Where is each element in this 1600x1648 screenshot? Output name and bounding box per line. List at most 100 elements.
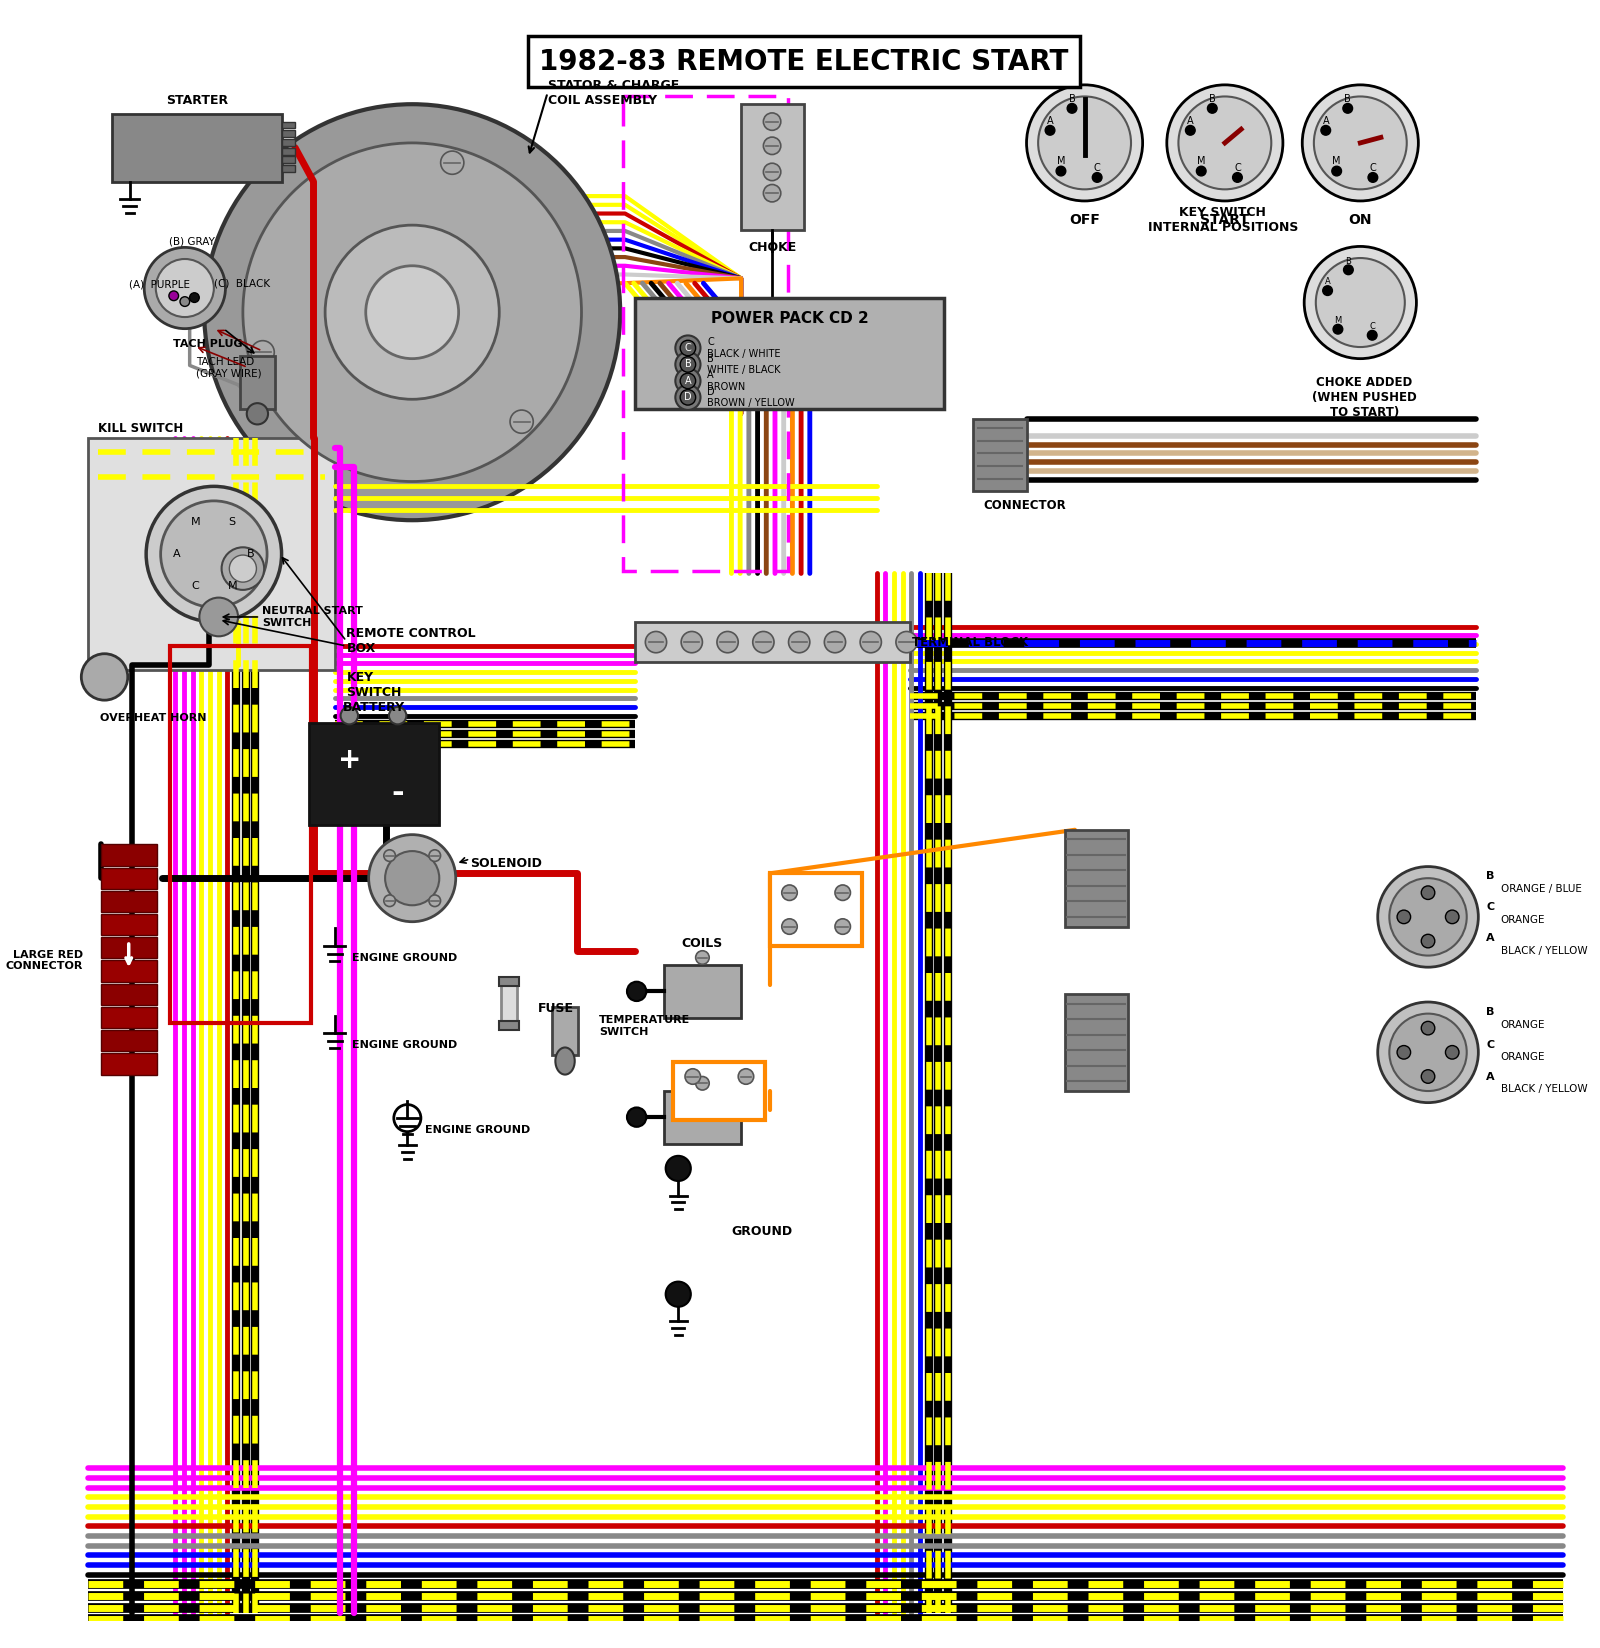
Circle shape <box>1027 84 1142 201</box>
Bar <box>528 36 1080 87</box>
Text: BLACK / YELLOW: BLACK / YELLOW <box>1501 1084 1587 1094</box>
Circle shape <box>1067 104 1077 114</box>
Circle shape <box>696 1076 709 1089</box>
Text: STARTER: STARTER <box>166 94 227 107</box>
Circle shape <box>627 1107 646 1127</box>
Text: (C)  BLACK: (C) BLACK <box>214 279 270 288</box>
Text: ORANGE / BLUE: ORANGE / BLUE <box>1501 883 1581 893</box>
Circle shape <box>682 631 702 653</box>
Text: (B) GRAY: (B) GRAY <box>170 237 216 247</box>
Circle shape <box>680 339 696 356</box>
Text: (A)  PURPLE: (A) PURPLE <box>128 279 190 288</box>
Text: SOLENOID: SOLENOID <box>470 857 542 870</box>
Circle shape <box>429 895 440 906</box>
Text: S: S <box>229 517 235 527</box>
Circle shape <box>144 247 226 328</box>
Text: FUSE: FUSE <box>538 1002 574 1015</box>
Circle shape <box>896 631 917 653</box>
Text: A: A <box>1486 933 1494 943</box>
Circle shape <box>1368 173 1378 183</box>
Bar <box>635 298 944 409</box>
Text: D
BROWN / YELLOW: D BROWN / YELLOW <box>707 387 795 409</box>
Circle shape <box>717 631 738 653</box>
Text: +: + <box>338 747 362 775</box>
Text: 1982-83 REMOTE ELECTRIC START: 1982-83 REMOTE ELECTRIC START <box>539 48 1069 76</box>
Text: A: A <box>1187 115 1194 125</box>
Text: M: M <box>1334 316 1341 325</box>
Text: M: M <box>1197 157 1205 166</box>
Text: C: C <box>1094 163 1101 173</box>
Circle shape <box>861 631 882 653</box>
Circle shape <box>246 404 269 425</box>
Circle shape <box>189 293 200 303</box>
Circle shape <box>1445 910 1459 923</box>
Circle shape <box>763 163 781 181</box>
Circle shape <box>1166 84 1283 201</box>
Circle shape <box>179 297 190 307</box>
Text: B: B <box>1344 94 1350 104</box>
Text: M: M <box>190 517 200 527</box>
Circle shape <box>1331 166 1341 176</box>
Circle shape <box>200 598 238 636</box>
Text: B: B <box>1069 94 1075 104</box>
Circle shape <box>752 631 774 653</box>
Bar <box>101 844 157 865</box>
Circle shape <box>1397 910 1411 923</box>
Circle shape <box>341 707 358 725</box>
Circle shape <box>1322 125 1331 135</box>
Circle shape <box>1208 104 1218 114</box>
Text: CHOKE: CHOKE <box>747 241 797 254</box>
Circle shape <box>1421 1022 1435 1035</box>
Circle shape <box>1093 173 1102 183</box>
Circle shape <box>221 547 264 590</box>
Text: TACH PLUG: TACH PLUG <box>173 339 243 349</box>
Text: TACH LEAD
(GRAY WIRE): TACH LEAD (GRAY WIRE) <box>197 356 262 377</box>
Circle shape <box>1179 97 1272 190</box>
Circle shape <box>1344 265 1354 275</box>
Bar <box>282 148 294 155</box>
Text: TEMPERATURE
SWITCH: TEMPERATURE SWITCH <box>598 1015 690 1037</box>
Circle shape <box>680 356 696 372</box>
Bar <box>973 419 1027 491</box>
Circle shape <box>680 389 696 405</box>
Bar <box>240 356 275 409</box>
Circle shape <box>1186 125 1195 135</box>
Bar <box>552 1007 578 1055</box>
Bar <box>101 915 157 936</box>
Text: D: D <box>685 392 691 402</box>
Circle shape <box>1315 259 1405 348</box>
Text: ORANGE: ORANGE <box>1501 1051 1546 1063</box>
Text: A: A <box>1325 277 1331 287</box>
Text: A: A <box>173 549 181 559</box>
Text: ENGINE GROUND: ENGINE GROUND <box>352 1040 458 1050</box>
Bar <box>282 122 294 129</box>
Circle shape <box>666 1282 691 1307</box>
Circle shape <box>782 920 797 934</box>
Text: ENGINE GROUND: ENGINE GROUND <box>352 953 458 962</box>
Bar <box>101 1007 157 1028</box>
Circle shape <box>680 372 696 389</box>
Circle shape <box>835 920 851 934</box>
Circle shape <box>685 1070 701 1084</box>
Bar <box>101 961 157 982</box>
Bar <box>282 130 294 137</box>
Circle shape <box>394 1104 421 1132</box>
Text: TERMINAL BLOCK: TERMINAL BLOCK <box>912 636 1029 649</box>
Text: ORANGE: ORANGE <box>1501 915 1546 925</box>
Bar <box>499 977 518 986</box>
Circle shape <box>675 336 701 361</box>
Text: B: B <box>1210 94 1216 104</box>
Circle shape <box>763 137 781 155</box>
Circle shape <box>666 1155 691 1182</box>
Circle shape <box>645 631 667 653</box>
Text: B: B <box>1346 257 1352 265</box>
Text: OFF: OFF <box>1069 213 1101 227</box>
Text: M: M <box>1333 157 1341 166</box>
Circle shape <box>675 353 701 377</box>
Circle shape <box>170 292 179 300</box>
Text: GROUND: GROUND <box>731 1224 792 1238</box>
Circle shape <box>325 226 499 399</box>
Bar <box>282 138 294 145</box>
Circle shape <box>82 654 128 700</box>
Bar <box>112 114 282 181</box>
